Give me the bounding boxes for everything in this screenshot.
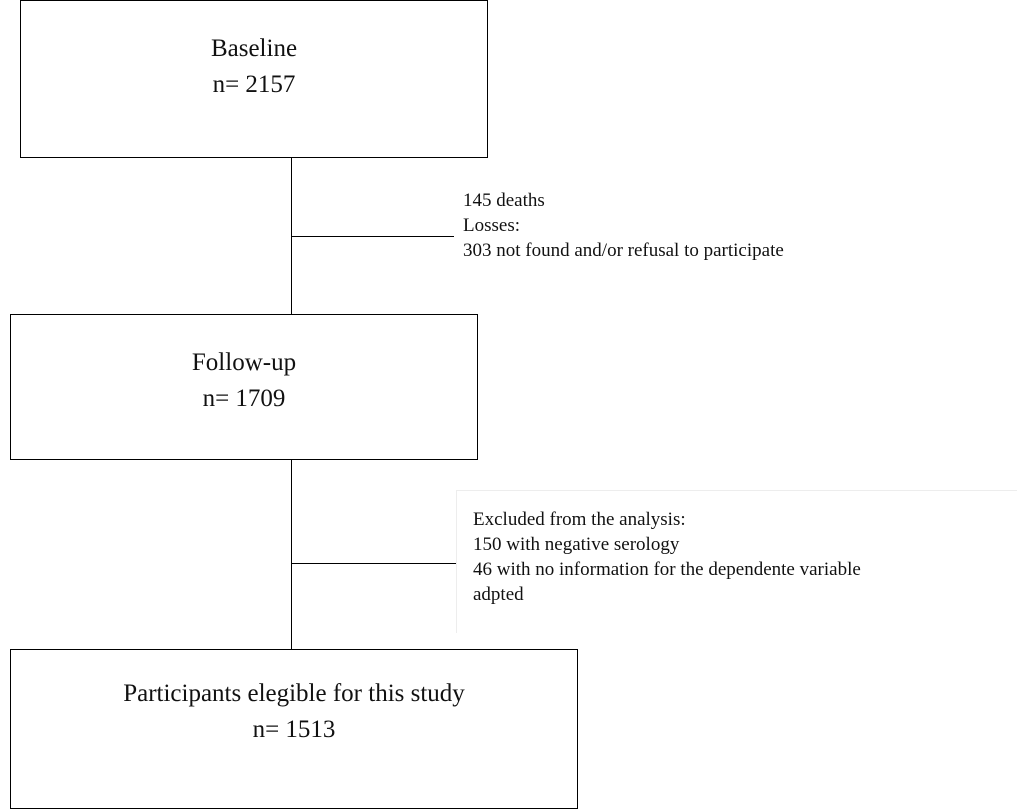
followup-count: n= 1709: [202, 385, 286, 412]
eligible-box: Participants elegible for this study n= …: [10, 649, 578, 809]
baseline-box: Baseline n= 2157: [20, 0, 488, 158]
excluded-note-line: 150 with negative serology: [473, 534, 680, 555]
followup-box: Follow-up n= 1709: [10, 314, 478, 460]
excluded-note: Excluded from the analysis: 150 with neg…: [473, 507, 861, 607]
excluded-note-line: adpted: [473, 584, 524, 605]
branch-connector-losses: [291, 236, 454, 237]
excluded-note-line: 46 with no information for the dependent…: [473, 559, 861, 580]
losses-note: 145 deaths Losses: 303 not found and/or …: [463, 188, 784, 263]
eligible-count: n= 1513: [252, 716, 336, 743]
losses-note-line: 303 not found and/or refusal to particip…: [463, 240, 784, 261]
baseline-count: n= 2157: [212, 71, 296, 98]
baseline-title: Baseline: [210, 35, 298, 62]
followup-title: Follow-up: [191, 349, 297, 376]
eligible-title: Participants elegible for this study: [123, 680, 465, 707]
connector-followup-to-eligible: [291, 460, 292, 649]
losses-note-line: Losses:: [463, 215, 520, 236]
losses-note-line: 145 deaths: [463, 190, 545, 211]
excluded-note-frame: [456, 490, 1017, 633]
excluded-note-line: Excluded from the analysis:: [473, 509, 686, 530]
branch-connector-excluded: [291, 563, 456, 564]
